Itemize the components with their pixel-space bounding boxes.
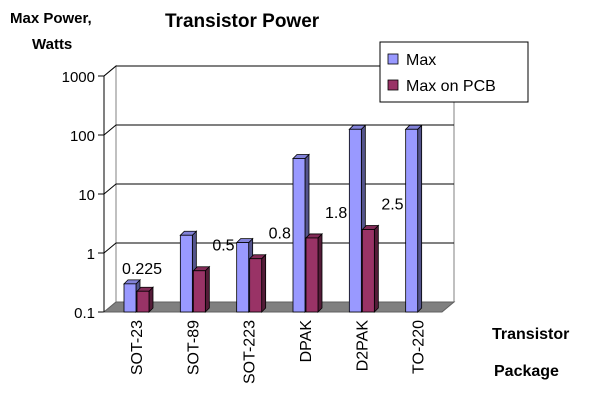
bar — [361, 229, 375, 313]
y-tick-label: 1000 — [62, 69, 95, 86]
y-axis-title-line2: Watts — [32, 36, 72, 53]
bar-side — [317, 232, 323, 313]
plot-area: 0.1 1 10 100 1000 0.225 SOT-23 0.5 SOT-89 0.8 SOT-… — [62, 64, 456, 384]
bar — [305, 237, 319, 313]
legend-label: Max — [406, 52, 436, 69]
gridline — [103, 65, 454, 77]
x-tick-label: SOT-223 — [242, 320, 259, 384]
bar — [249, 258, 263, 313]
bar — [236, 242, 250, 313]
x-tick-label: SOT-23 — [129, 320, 146, 375]
bar — [123, 283, 137, 313]
legend-swatch — [387, 53, 399, 65]
y-tick-label: 1 — [87, 246, 95, 263]
legend-label: Max on PCB — [406, 78, 496, 95]
bar — [405, 128, 419, 313]
bar-side — [204, 265, 210, 313]
gridline — [103, 242, 454, 254]
chart-title: Transistor Power — [165, 11, 320, 32]
data-label: 2.5 — [381, 196, 403, 213]
x-tick-label: DPAK — [298, 320, 315, 363]
bar-side — [373, 224, 379, 313]
data-label: 0.8 — [269, 226, 291, 243]
data-label: 0.225 — [122, 261, 162, 278]
x-tick-label: TO-220 — [411, 320, 428, 374]
y-axis-title-line1: Max Power, — [10, 10, 92, 27]
data-label: 0.5 — [212, 238, 234, 255]
bar-side — [261, 253, 267, 313]
y-tick-label: 0.1 — [74, 305, 95, 322]
bar — [348, 128, 362, 313]
legend-box — [379, 41, 529, 103]
x-tick-label: D2PAK — [354, 320, 371, 372]
bar — [136, 290, 150, 313]
x-axis-title-line1: Transistor — [492, 326, 569, 343]
y-tick-label: 10 — [78, 187, 95, 204]
x-axis-title-line2: Package — [494, 363, 559, 380]
gridline — [103, 124, 454, 136]
bar — [292, 158, 306, 313]
bar — [179, 234, 193, 313]
x-tick-label: SOT-89 — [185, 320, 202, 375]
data-label: 1.8 — [325, 205, 347, 222]
plot-floor — [102, 301, 456, 313]
legend-swatch — [387, 79, 399, 91]
bar-side — [417, 124, 423, 313]
y-tick-label: 100 — [70, 128, 95, 145]
bar — [192, 270, 206, 313]
gridline — [103, 183, 454, 195]
legend: Max Max on PCB — [379, 41, 529, 103]
